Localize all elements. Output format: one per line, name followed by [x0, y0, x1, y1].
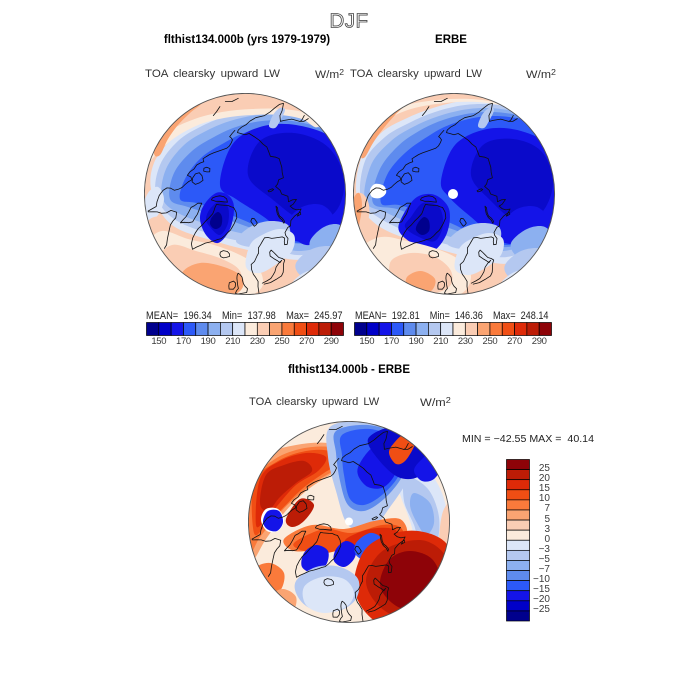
svg-text:DJF: DJF [329, 10, 368, 33]
